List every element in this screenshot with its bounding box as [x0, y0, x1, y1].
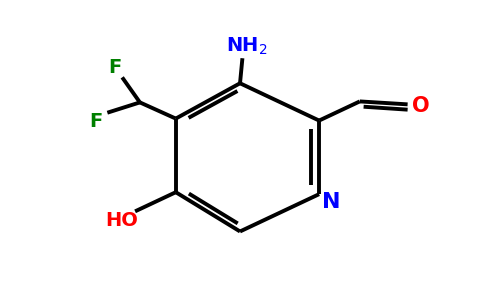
Text: NH$_2$: NH$_2$: [227, 36, 268, 57]
Text: F: F: [89, 112, 102, 131]
Text: N: N: [322, 191, 340, 212]
Text: F: F: [108, 58, 121, 77]
Text: O: O: [412, 96, 430, 116]
Text: HO: HO: [105, 211, 138, 230]
